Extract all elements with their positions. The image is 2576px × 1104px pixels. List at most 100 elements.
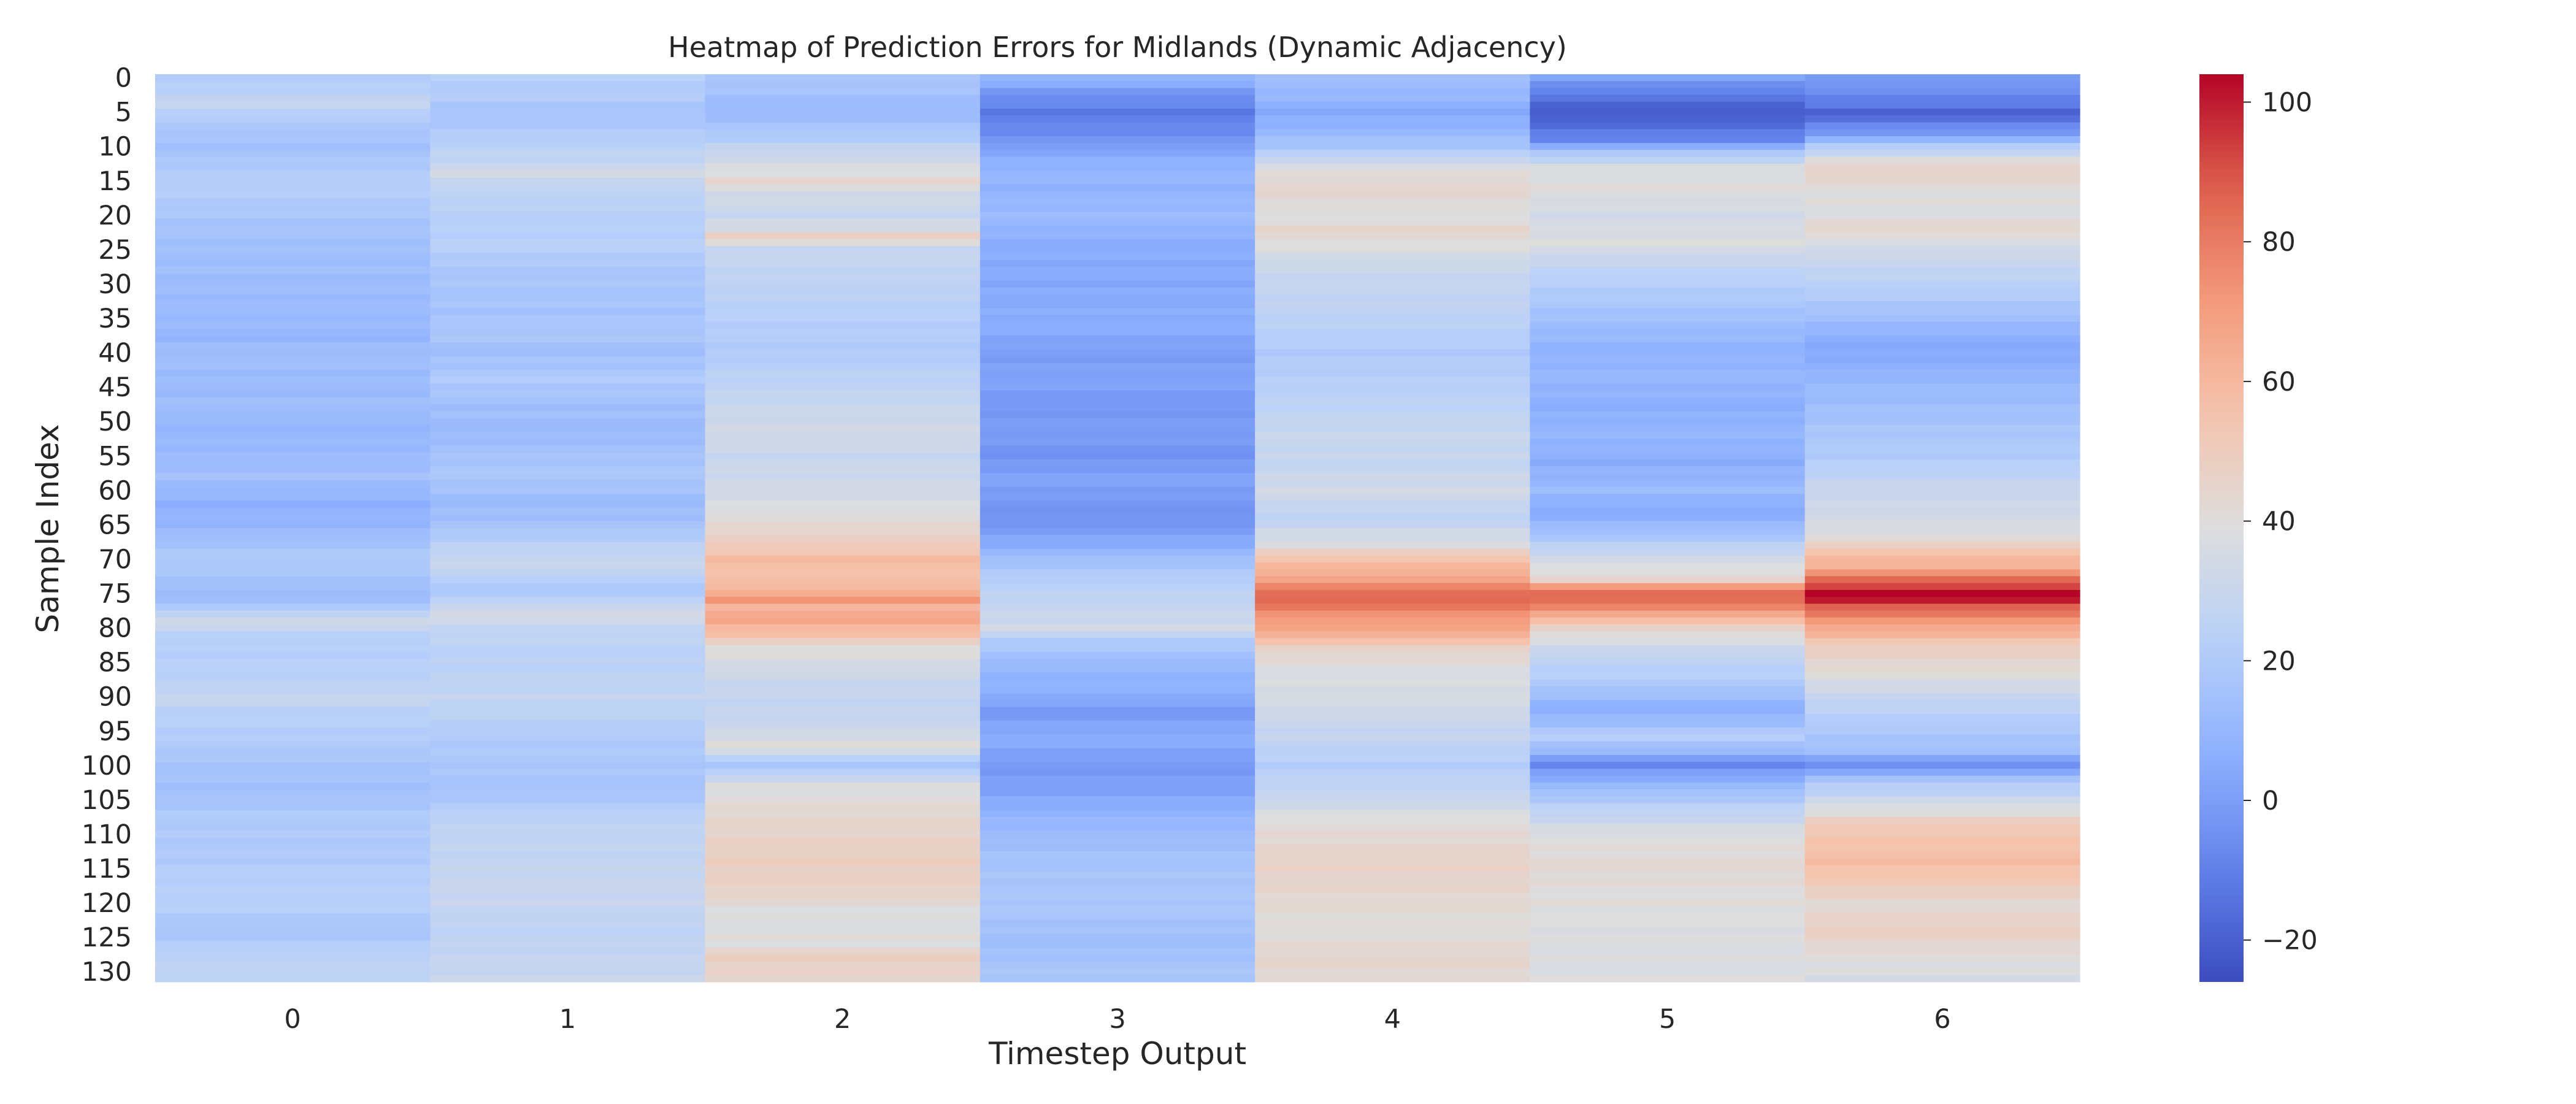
heatmap-cell xyxy=(430,762,706,770)
heatmap-cell xyxy=(1255,205,1531,212)
heatmap-cell xyxy=(155,562,431,570)
heatmap-cell xyxy=(705,597,981,604)
heatmap-cell xyxy=(979,342,1255,350)
heatmap-cell xyxy=(979,583,1255,591)
heatmap-cell xyxy=(1530,886,1806,893)
heatmap-cell xyxy=(1530,212,1806,220)
heatmap-cell xyxy=(979,308,1255,316)
heatmap-cell xyxy=(705,947,981,955)
heatmap-cell xyxy=(1804,466,2080,473)
heatmap-cell xyxy=(155,542,431,550)
heatmap-cell xyxy=(430,542,706,550)
heatmap-cell xyxy=(1804,225,2080,233)
x-tick-label: 6 xyxy=(1934,1004,1950,1035)
heatmap-cell xyxy=(430,927,706,935)
heatmap-cell xyxy=(1255,824,1531,831)
heatmap-cell xyxy=(1530,143,1806,150)
heatmap-cell xyxy=(705,335,981,343)
heatmap-cell xyxy=(1255,432,1531,439)
heatmap-cell xyxy=(705,968,981,976)
heatmap-cell xyxy=(979,707,1255,715)
heatmap-cell xyxy=(979,156,1255,164)
heatmap-cell xyxy=(1255,830,1531,838)
heatmap-cell xyxy=(430,253,706,261)
heatmap-cell xyxy=(1530,225,1806,233)
heatmap-cell xyxy=(979,858,1255,865)
x-tick-label: 4 xyxy=(1384,1004,1401,1035)
heatmap-cell xyxy=(705,645,981,653)
heatmap-cell xyxy=(705,851,981,859)
heatmap-cell xyxy=(1530,342,1806,350)
heatmap-cell xyxy=(430,129,706,137)
heatmap-cell xyxy=(979,177,1255,185)
heatmap-cell xyxy=(979,115,1255,123)
heatmap-cell xyxy=(979,246,1255,254)
y-tick-label: 105 xyxy=(82,785,132,816)
heatmap-cell xyxy=(1255,191,1531,199)
heatmap-cell xyxy=(1530,741,1806,749)
heatmap-cell xyxy=(430,74,706,82)
heatmap-cell xyxy=(705,858,981,865)
heatmap-cell xyxy=(1255,197,1531,205)
heatmap-cell xyxy=(979,789,1255,797)
heatmap-cell xyxy=(430,583,706,591)
heatmap-cell xyxy=(155,548,431,556)
heatmap-cell xyxy=(430,933,706,941)
heatmap-cell xyxy=(1804,81,2080,89)
heatmap-cell xyxy=(1255,321,1531,329)
heatmap-cell xyxy=(1804,308,2080,316)
heatmap-cell xyxy=(155,851,431,859)
heatmap-cell xyxy=(1530,713,1806,721)
heatmap-cell xyxy=(155,301,431,309)
heatmap-cell xyxy=(1255,109,1531,116)
heatmap-cell xyxy=(430,349,706,357)
heatmap-cell xyxy=(1255,445,1531,453)
heatmap-cell xyxy=(1804,218,2080,226)
heatmap-cell xyxy=(430,521,706,529)
heatmap-cell xyxy=(1255,246,1531,254)
heatmap-cell xyxy=(1530,796,1806,804)
heatmap-cell xyxy=(1530,253,1806,261)
heatmap-cell xyxy=(1804,129,2080,137)
heatmap-cell xyxy=(705,651,981,659)
heatmap-cell xyxy=(1804,672,2080,680)
heatmap-cell xyxy=(430,899,706,907)
heatmap-cell xyxy=(1530,933,1806,941)
heatmap-cell xyxy=(155,109,431,116)
heatmap-cell xyxy=(979,597,1255,604)
heatmap-cell xyxy=(1255,218,1531,226)
heatmap-cell xyxy=(979,424,1255,432)
heatmap-cell xyxy=(1530,163,1806,171)
heatmap-cell xyxy=(705,225,981,233)
heatmap-cell xyxy=(430,287,706,295)
heatmap-cell xyxy=(1255,521,1531,529)
heatmap-cell xyxy=(1804,246,2080,254)
heatmap-cell xyxy=(430,961,706,969)
heatmap-cell xyxy=(1255,755,1531,762)
heatmap-cell xyxy=(705,528,981,535)
heatmap-cell xyxy=(705,521,981,529)
heatmap-cell xyxy=(1804,439,2080,447)
heatmap-cell xyxy=(1530,191,1806,199)
heatmap-cell xyxy=(155,356,431,364)
heatmap-cell xyxy=(705,88,981,96)
heatmap-cell xyxy=(979,397,1255,405)
heatmap-cell xyxy=(430,156,706,164)
heatmap-cell xyxy=(1255,686,1531,694)
heatmap-cell xyxy=(430,383,706,391)
heatmap-cell xyxy=(705,604,981,611)
heatmap-cell xyxy=(705,769,981,776)
x-tick-label: 5 xyxy=(1659,1004,1676,1035)
heatmap-cell xyxy=(705,349,981,357)
heatmap-cell xyxy=(430,308,706,316)
heatmap-cell xyxy=(705,878,981,886)
heatmap-cell xyxy=(430,913,706,921)
heatmap-cell xyxy=(1255,816,1531,824)
heatmap-cell xyxy=(705,328,981,336)
heatmap-cell xyxy=(155,294,431,302)
heatmap-cell xyxy=(430,755,706,762)
heatmap-cell xyxy=(430,136,706,144)
heatmap-cell xyxy=(430,872,706,880)
heatmap-cell xyxy=(1530,617,1806,625)
